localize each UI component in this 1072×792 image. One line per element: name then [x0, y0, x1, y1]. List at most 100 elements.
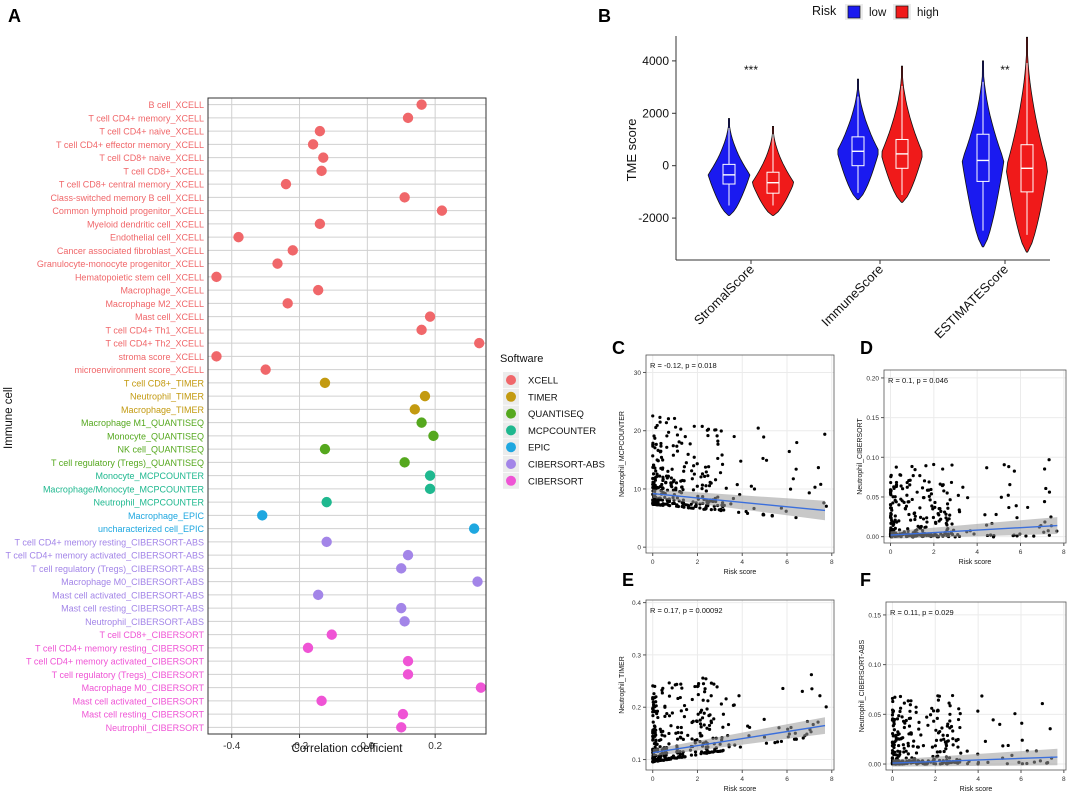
data-point	[684, 461, 688, 465]
data-point	[719, 749, 723, 753]
data-point	[681, 737, 685, 742]
data-point	[704, 677, 708, 681]
data-point	[702, 723, 706, 727]
correlation-point	[402, 112, 414, 124]
data-point	[659, 730, 663, 734]
data-point	[695, 738, 699, 742]
data-point	[681, 752, 685, 756]
panel-c-scatter: 0 2 4 6 8 0 10 20 30 Risk score Neutrophil_MCPCOUN…	[619, 354, 835, 576]
correlation-annotation: R = 0.1, p = 0.046	[888, 376, 948, 385]
significance-marker: ***	[744, 63, 758, 77]
correlation-annotation: R = 0.11, p = 0.029	[890, 608, 954, 617]
data-point	[945, 739, 950, 743]
data-point	[716, 439, 720, 443]
panel-label-c: C	[612, 338, 625, 358]
data-point	[671, 453, 675, 457]
data-point	[651, 728, 655, 732]
immune-cell-label: Monocyte_MCPCOUNTER	[95, 471, 204, 481]
legend-key-cibersort-abs	[506, 459, 516, 469]
legend-title: Risk	[812, 4, 837, 18]
data-point	[908, 483, 912, 487]
immune-cell-label: Monocyte_QUANTISEQ	[107, 431, 204, 441]
x-axis-title: Risk score	[724, 569, 757, 576]
data-point	[1020, 738, 1024, 742]
x-tick-label: 8	[830, 776, 834, 783]
data-point	[944, 512, 948, 516]
data-point	[770, 513, 774, 518]
legend-title: Software	[500, 353, 543, 365]
immune-cell-label: Hematopoietic stem cell_XCELL	[75, 272, 204, 282]
data-point	[690, 697, 694, 702]
data-point	[720, 462, 725, 466]
data-point	[651, 720, 655, 724]
data-point	[686, 452, 690, 456]
data-point	[891, 710, 895, 714]
data-point	[679, 731, 684, 735]
data-point	[931, 507, 935, 511]
data-point	[773, 741, 777, 745]
data-point	[923, 525, 927, 530]
data-point	[939, 517, 943, 521]
legend-key-low	[847, 5, 861, 19]
correlation-point	[260, 364, 271, 375]
data-point	[663, 734, 667, 738]
data-point	[682, 755, 686, 759]
data-point	[667, 681, 671, 685]
data-point	[690, 477, 694, 481]
plot-background	[886, 602, 1066, 770]
data-point	[737, 694, 741, 698]
data-point	[926, 723, 930, 727]
data-point	[925, 516, 929, 520]
correlation-point	[282, 298, 293, 309]
panel-label-e: E	[622, 570, 634, 590]
data-point	[899, 484, 903, 488]
data-point	[890, 508, 894, 512]
data-point	[914, 751, 919, 755]
data-point	[761, 456, 765, 461]
data-point	[942, 749, 946, 754]
data-point	[1001, 744, 1005, 748]
data-point	[947, 701, 951, 705]
data-point	[698, 722, 703, 726]
immune-cell-label: T cell CD4+ memory resting_CIBERSORT-ABS	[15, 537, 204, 547]
data-point	[719, 429, 723, 433]
immune-cell-label: microenvironment score_XCELL	[74, 365, 204, 375]
y-tick-label: 2000	[642, 106, 669, 120]
data-point	[705, 726, 709, 730]
x-category-label: ESTIMATEScore	[931, 262, 1011, 342]
legend-key-epic	[506, 442, 516, 453]
data-point	[918, 515, 923, 520]
data-point	[692, 424, 696, 428]
data-point	[696, 684, 700, 688]
data-point	[925, 715, 929, 719]
data-point	[892, 728, 897, 732]
data-point	[726, 722, 731, 727]
correlation-annotation: R = -0.12, p = 0.018	[650, 361, 717, 370]
data-point	[666, 503, 671, 507]
data-point	[682, 703, 687, 708]
legend-key-cibersort	[506, 475, 516, 486]
data-point	[893, 514, 897, 518]
data-point	[900, 715, 904, 719]
data-point	[677, 755, 681, 759]
data-point	[958, 712, 962, 716]
data-point	[999, 495, 1003, 499]
data-point	[893, 695, 897, 699]
data-point	[909, 732, 913, 736]
data-point	[959, 751, 963, 755]
data-point	[712, 717, 716, 721]
data-point	[682, 505, 686, 509]
x-tick-label: 0	[651, 776, 655, 783]
data-point	[703, 465, 708, 469]
data-point	[680, 501, 684, 505]
data-point	[654, 695, 658, 699]
data-point	[947, 517, 951, 521]
data-point	[652, 692, 656, 696]
data-point	[994, 512, 998, 517]
data-point	[946, 506, 950, 510]
data-point	[1002, 463, 1006, 467]
legend-label: XCELL	[528, 376, 558, 387]
x-tick-label: 8	[830, 559, 834, 566]
data-point	[720, 453, 724, 457]
data-point	[698, 718, 702, 722]
